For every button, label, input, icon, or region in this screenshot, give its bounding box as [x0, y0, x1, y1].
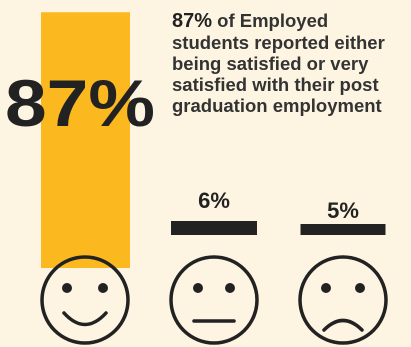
bar-satisfied — [41, 12, 130, 268]
caption-lead-percent: 87% — [172, 10, 213, 32]
bar-neutral — [171, 221, 257, 235]
sad-face-icon — [298, 255, 388, 345]
value-label-satisfied: 87% — [5, 66, 155, 140]
value-label-neutral: 6% — [198, 188, 230, 213]
summary-caption: 87% of Employed students reported either… — [172, 10, 408, 116]
caption-text: of Employed students reported either bei… — [172, 10, 385, 116]
value-label-dissatisfied: 5% — [327, 198, 359, 223]
smiley-face-icon — [40, 255, 130, 345]
neutral-face-icon — [169, 255, 259, 345]
bar-dissatisfied — [300, 224, 386, 235]
